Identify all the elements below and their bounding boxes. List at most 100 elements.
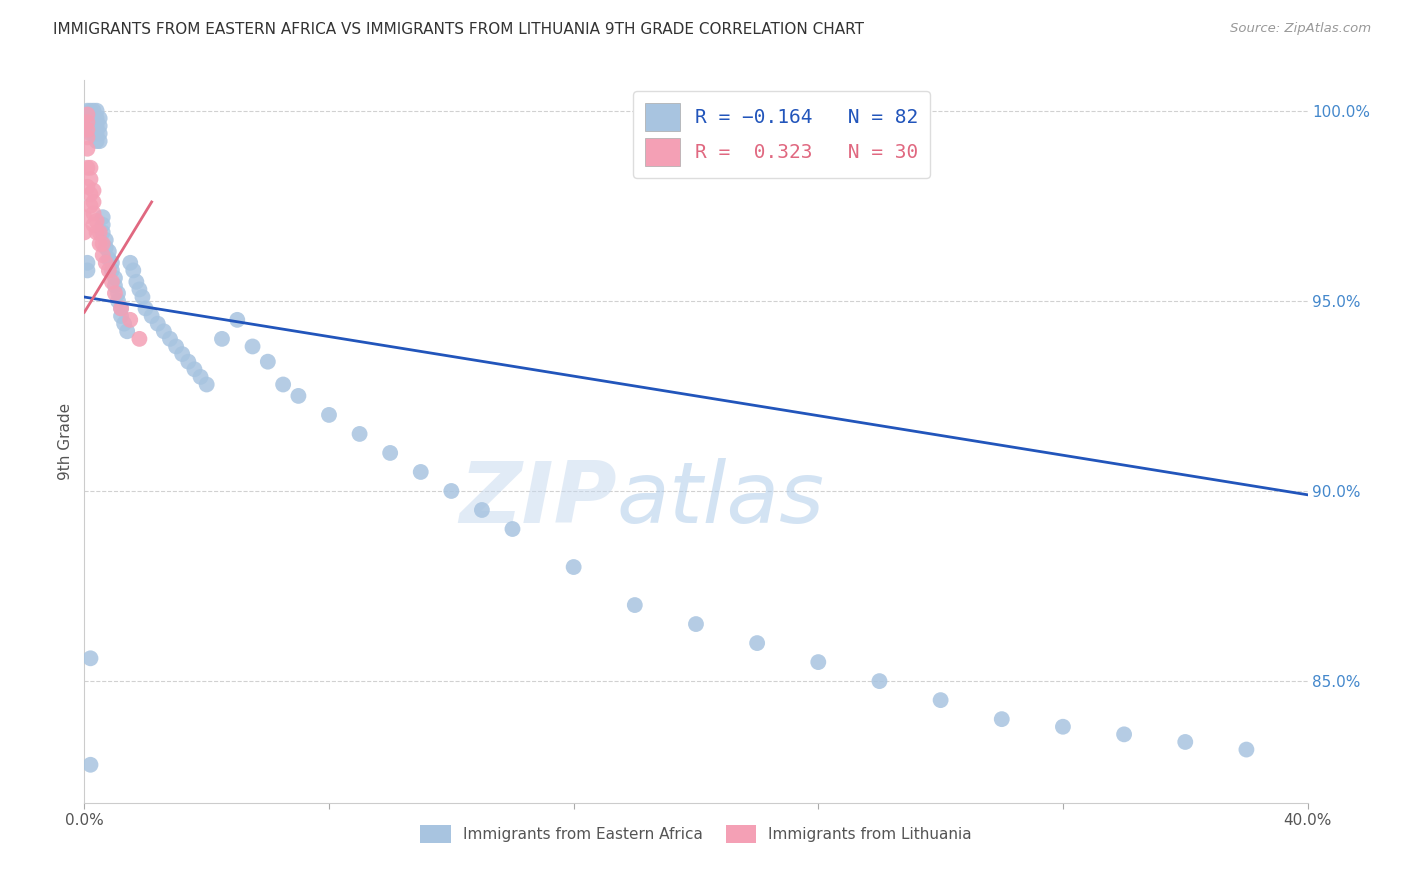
Point bbox=[146, 317, 169, 331]
Point bbox=[440, 483, 463, 498]
Point bbox=[76, 122, 98, 136]
Point bbox=[120, 313, 142, 327]
Point bbox=[104, 278, 127, 293]
Point bbox=[76, 256, 98, 270]
Point bbox=[79, 651, 101, 665]
Point bbox=[83, 206, 105, 220]
Point bbox=[97, 252, 120, 266]
Point bbox=[141, 309, 163, 323]
Point bbox=[125, 275, 148, 289]
Point bbox=[79, 172, 101, 186]
Point bbox=[86, 226, 108, 240]
Point bbox=[1114, 727, 1136, 741]
Point bbox=[177, 354, 200, 368]
Point bbox=[86, 119, 108, 133]
Point bbox=[79, 127, 101, 141]
Point bbox=[1174, 735, 1197, 749]
Point bbox=[91, 236, 114, 251]
Point bbox=[110, 301, 132, 316]
Point bbox=[165, 339, 187, 353]
Point bbox=[94, 233, 117, 247]
Point bbox=[89, 236, 111, 251]
Text: atlas: atlas bbox=[616, 458, 824, 541]
Point bbox=[128, 282, 150, 296]
Point bbox=[318, 408, 340, 422]
Point bbox=[86, 103, 108, 118]
Point bbox=[89, 112, 111, 126]
Point bbox=[76, 130, 98, 145]
Point bbox=[76, 107, 98, 121]
Point bbox=[624, 598, 647, 612]
Point bbox=[83, 103, 105, 118]
Point bbox=[97, 244, 120, 259]
Point bbox=[128, 332, 150, 346]
Point bbox=[89, 119, 111, 133]
Text: Source: ZipAtlas.com: Source: ZipAtlas.com bbox=[1230, 22, 1371, 36]
Point bbox=[211, 332, 233, 346]
Point bbox=[115, 324, 138, 338]
Point bbox=[76, 115, 98, 129]
Point bbox=[110, 301, 132, 316]
Point bbox=[287, 389, 309, 403]
Point bbox=[89, 134, 111, 148]
Point bbox=[79, 187, 101, 202]
Point bbox=[86, 127, 108, 141]
Point bbox=[409, 465, 432, 479]
Point bbox=[97, 263, 120, 277]
Point bbox=[89, 226, 111, 240]
Point bbox=[76, 263, 98, 277]
Text: ZIP: ZIP bbox=[458, 458, 616, 541]
Point bbox=[929, 693, 952, 707]
Point bbox=[190, 370, 212, 384]
Point bbox=[89, 127, 111, 141]
Point bbox=[83, 184, 105, 198]
Point bbox=[76, 142, 98, 156]
Point bbox=[869, 674, 891, 689]
Point bbox=[91, 218, 114, 232]
Point bbox=[107, 293, 129, 308]
Point bbox=[86, 214, 108, 228]
Point bbox=[76, 161, 98, 175]
Legend: Immigrants from Eastern Africa, Immigrants from Lithuania: Immigrants from Eastern Africa, Immigran… bbox=[413, 819, 979, 849]
Point bbox=[79, 757, 101, 772]
Point bbox=[101, 263, 124, 277]
Point bbox=[502, 522, 524, 536]
Point bbox=[685, 617, 707, 632]
Point bbox=[86, 112, 108, 126]
Point bbox=[73, 210, 96, 224]
Point bbox=[91, 248, 114, 262]
Point bbox=[76, 112, 98, 126]
Point bbox=[135, 301, 157, 316]
Point bbox=[83, 112, 105, 126]
Point bbox=[76, 103, 98, 118]
Point bbox=[153, 324, 176, 338]
Point bbox=[79, 119, 101, 133]
Point bbox=[1236, 742, 1258, 756]
Point bbox=[101, 275, 124, 289]
Point bbox=[104, 271, 127, 285]
Point bbox=[195, 377, 218, 392]
Point bbox=[79, 103, 101, 118]
Point bbox=[122, 263, 145, 277]
Point bbox=[380, 446, 402, 460]
Point bbox=[76, 179, 98, 194]
Point bbox=[271, 377, 294, 392]
Point bbox=[562, 560, 585, 574]
Point bbox=[94, 241, 117, 255]
Point bbox=[83, 127, 105, 141]
Point bbox=[91, 210, 114, 224]
Point bbox=[73, 226, 96, 240]
Point bbox=[91, 226, 114, 240]
Point bbox=[349, 426, 371, 441]
Point bbox=[79, 199, 101, 213]
Point bbox=[747, 636, 769, 650]
Point bbox=[79, 161, 101, 175]
Text: IMMIGRANTS FROM EASTERN AFRICA VS IMMIGRANTS FROM LITHUANIA 9TH GRADE CORRELATIO: IMMIGRANTS FROM EASTERN AFRICA VS IMMIGR… bbox=[53, 22, 865, 37]
Point bbox=[83, 218, 105, 232]
Point bbox=[107, 286, 129, 301]
Point bbox=[101, 256, 124, 270]
Point bbox=[172, 347, 194, 361]
Point bbox=[257, 354, 280, 368]
Point bbox=[226, 313, 249, 327]
Point bbox=[159, 332, 181, 346]
